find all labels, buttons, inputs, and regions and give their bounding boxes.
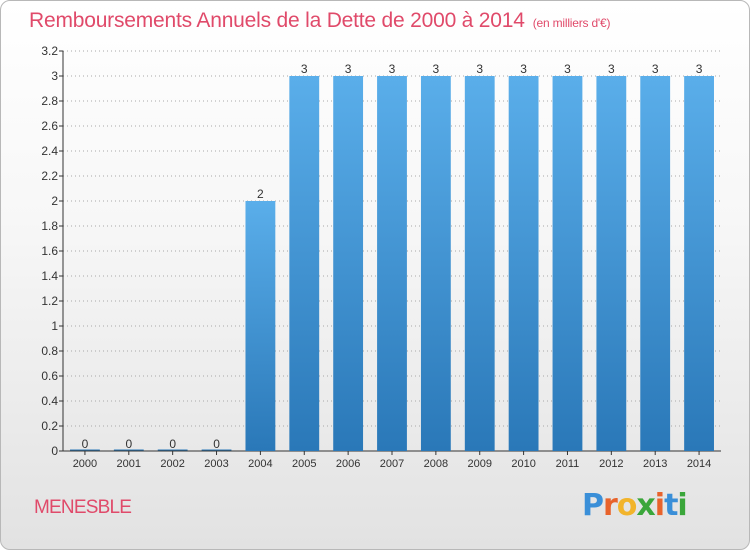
- y-tick-label: 0.4: [41, 394, 58, 408]
- logo-letter: r: [603, 488, 618, 523]
- logo-letter: i: [677, 488, 687, 523]
- bar: [333, 76, 364, 451]
- data-label: 3: [433, 62, 440, 76]
- bar: [464, 76, 495, 451]
- y-tick-label: 3: [51, 69, 58, 83]
- logo-letter: i: [654, 488, 665, 523]
- y-tick-label: 3.2: [41, 44, 58, 58]
- y-tick-label: 0: [51, 444, 58, 458]
- data-label: 3: [389, 62, 396, 76]
- logo-letter: o: [616, 488, 638, 523]
- proxiti-logo: Proxiti: [582, 488, 688, 523]
- data-label: 0: [82, 437, 89, 451]
- data-label: 3: [696, 62, 703, 76]
- x-tick-label: 2010: [511, 458, 535, 470]
- x-tick-label: 2005: [292, 458, 316, 470]
- x-tick-label: 2002: [160, 458, 184, 470]
- x-tick-label: 2013: [643, 458, 667, 470]
- y-tick-label: 2: [51, 194, 58, 208]
- y-tick-label: 2.8: [41, 94, 58, 108]
- bar: [245, 201, 276, 451]
- y-tick-label: 1.4: [41, 269, 58, 283]
- y-tick-label: 0.6: [41, 369, 58, 383]
- commune-name: MENESBLE: [34, 497, 132, 518]
- chart-unit: (en milliers d'€): [532, 16, 611, 30]
- bar: [420, 76, 451, 451]
- data-label: 0: [125, 437, 132, 451]
- y-tick-label: 2.6: [41, 119, 58, 133]
- data-label: 3: [301, 62, 308, 76]
- logo-letter: P: [582, 488, 604, 523]
- data-label: 3: [520, 62, 527, 76]
- data-label: 3: [345, 62, 352, 76]
- bar: [552, 76, 583, 451]
- data-label: 3: [564, 62, 571, 76]
- y-tick-label: 1.2: [41, 294, 58, 308]
- y-tick-label: 2.4: [41, 144, 58, 158]
- data-label: 3: [608, 62, 615, 76]
- bar: [596, 76, 627, 451]
- data-label: 3: [652, 62, 659, 76]
- bar: [508, 76, 539, 451]
- data-label: 2: [257, 187, 264, 201]
- x-tick-label: 2014: [687, 458, 711, 470]
- bar: [640, 76, 671, 451]
- y-tick-label: 1.8: [41, 219, 58, 233]
- x-tick-label: 2008: [424, 458, 448, 470]
- x-tick-label: 2012: [599, 458, 623, 470]
- data-label: 0: [213, 437, 220, 451]
- bar: [377, 76, 407, 451]
- x-tick-label: 2004: [248, 458, 272, 470]
- y-tick-label: 1: [51, 319, 58, 333]
- x-tick-label: 2009: [467, 458, 491, 470]
- logo-letter: x: [636, 488, 655, 523]
- y-tick-label: 0.2: [41, 419, 58, 433]
- data-label: 0: [169, 437, 176, 451]
- x-tick-label: 2001: [117, 458, 141, 470]
- x-tick-label: 2003: [204, 458, 228, 470]
- x-tick-label: 2011: [556, 458, 580, 470]
- data-label: 3: [476, 62, 483, 76]
- y-tick-label: 0.8: [41, 344, 58, 358]
- x-tick-label: 2006: [336, 458, 360, 470]
- bar: [289, 76, 320, 451]
- chart-title: Remboursements Annuels de la Dette de 20…: [29, 9, 610, 33]
- y-tick-label: 1.6: [41, 244, 58, 258]
- logo-letter: t: [664, 488, 678, 523]
- bar: [684, 76, 714, 451]
- chart-title-text: Remboursements Annuels de la Dette de 20…: [29, 9, 525, 32]
- y-tick-label: 2.2: [41, 169, 58, 183]
- x-tick-label: 2000: [73, 458, 97, 470]
- x-tick-label: 2007: [380, 458, 404, 470]
